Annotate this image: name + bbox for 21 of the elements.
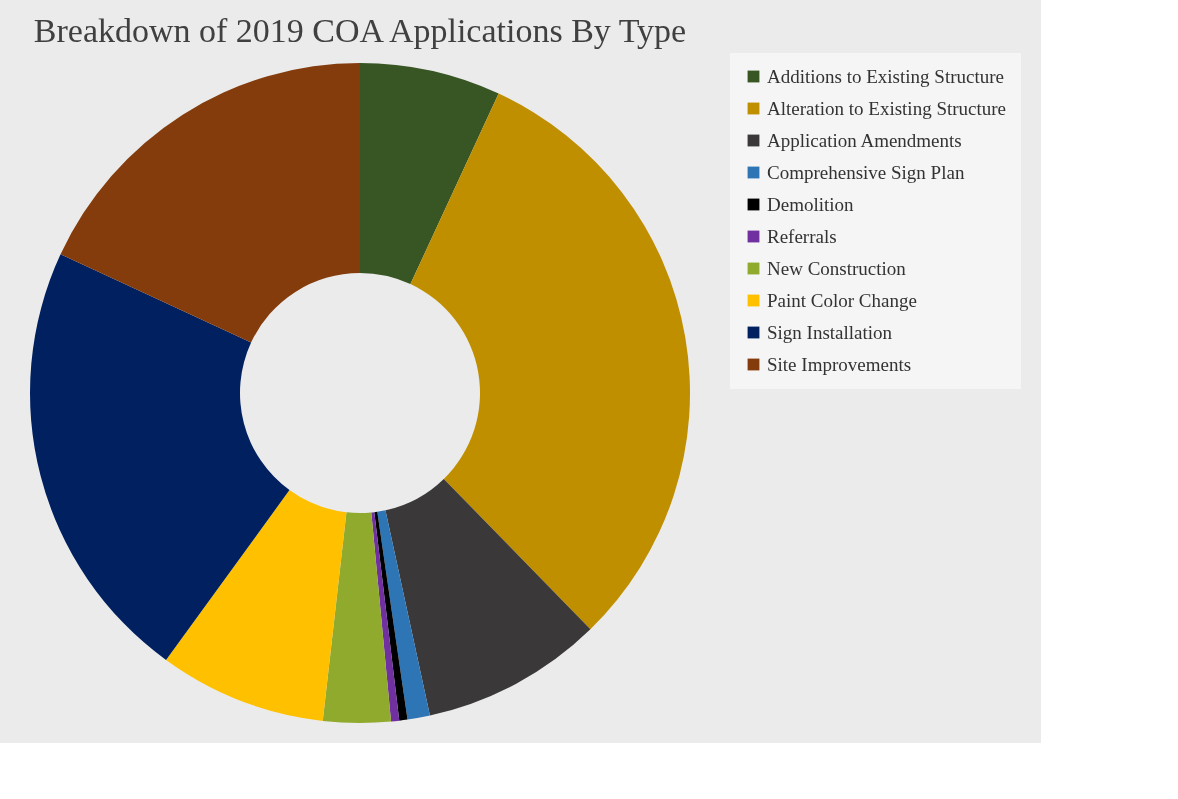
donut-slice	[360, 63, 499, 285]
legend-label: Referrals	[767, 225, 837, 247]
donut-slice	[374, 511, 408, 721]
legend-label: Comprehensive Sign Plan	[767, 161, 965, 183]
donut-slice	[410, 93, 690, 630]
legend-label: Additions to Existing Structure	[767, 65, 1004, 87]
donut-slice	[371, 512, 400, 722]
legend-label: Paint Color Change	[767, 289, 917, 311]
donut-slice	[166, 490, 347, 721]
donut-slice	[30, 254, 290, 660]
legend-label: Demolition	[767, 193, 855, 215]
donut-slice	[60, 63, 360, 343]
legend-label: Site Improvements	[767, 353, 912, 375]
donut-slice	[377, 510, 430, 720]
legend-label: Sign Installation	[767, 321, 893, 343]
chart-title: Breakdown of 2019 COA Applications By Type	[33, 12, 687, 49]
legend-label: New Construction	[767, 257, 907, 279]
donut-slice	[385, 478, 591, 716]
donut-slice	[322, 512, 392, 723]
legend-label: Alteration to Existing Structure	[767, 97, 1007, 119]
legend-label: Application Amendments	[767, 129, 962, 151]
